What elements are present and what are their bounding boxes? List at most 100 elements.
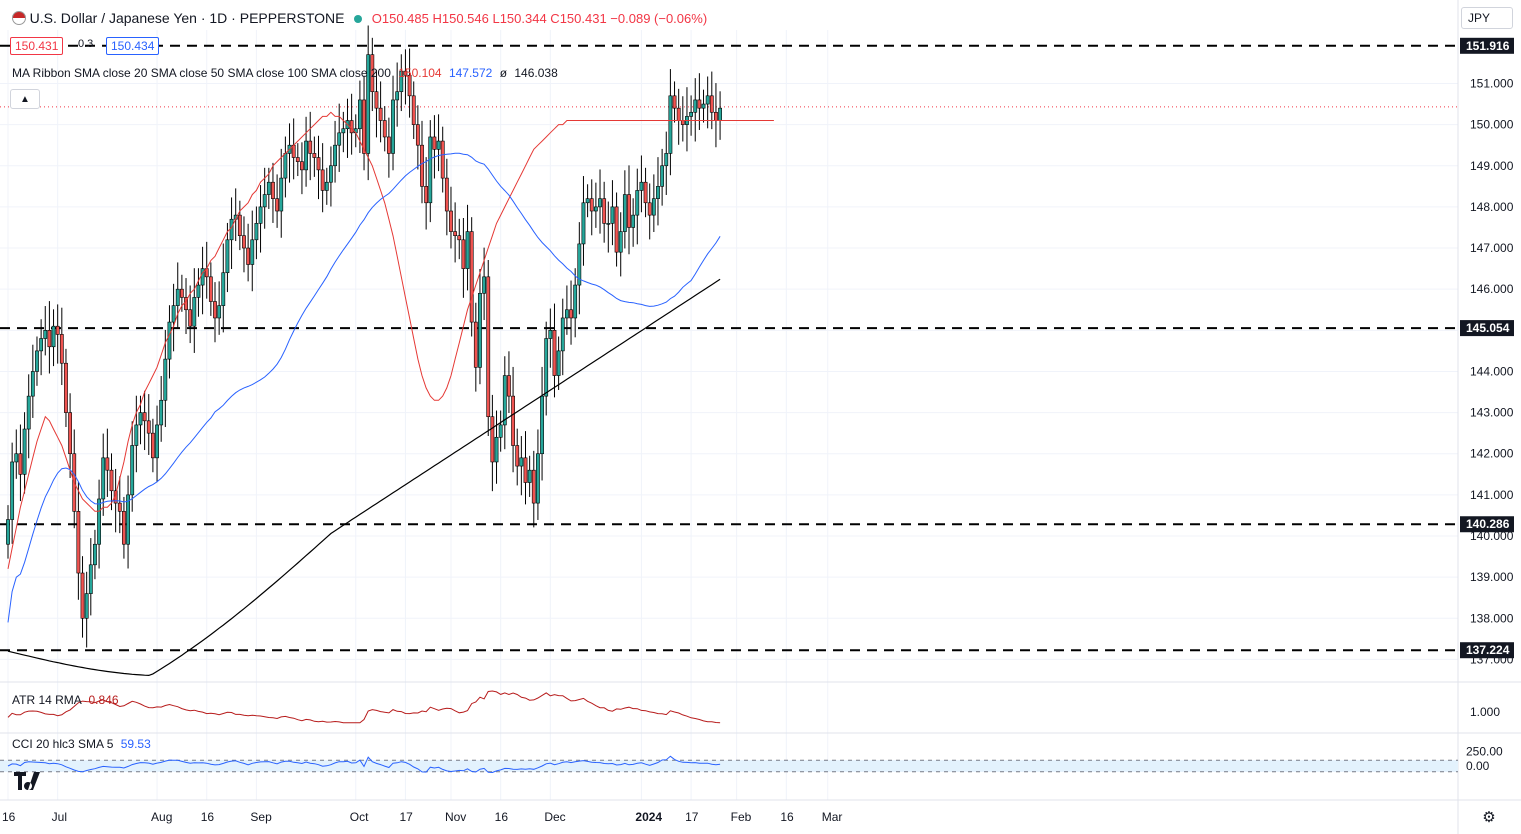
candle-body [179, 288, 184, 298]
candle-body [283, 153, 288, 179]
candle-body [300, 161, 304, 171]
price-tick-label: 151.000 [1470, 76, 1514, 90]
candle-body [631, 214, 636, 228]
candle [589, 179, 594, 236]
candle [117, 476, 122, 534]
candle [18, 424, 23, 502]
candle [101, 433, 106, 516]
candle [486, 259, 491, 437]
candle [320, 143, 325, 213]
candle [527, 455, 532, 497]
candle-body [705, 95, 710, 105]
candle [519, 436, 524, 496]
candle-body [531, 469, 536, 504]
candle [134, 395, 139, 473]
ask-price[interactable]: 150.434 [106, 37, 160, 55]
candle [64, 348, 68, 427]
candle [399, 54, 404, 112]
candle [258, 185, 263, 253]
level-price-label: 137.224 [1466, 643, 1510, 657]
candle [428, 120, 433, 223]
candle [97, 479, 101, 569]
time-tick-label: Sep [250, 810, 272, 824]
candle-body [643, 181, 648, 204]
collapse-legend-button[interactable]: ▲ [10, 89, 40, 109]
symbol-title[interactable]: U.S. Dollar / Japanese Yen · 1D · PEPPER… [29, 10, 345, 26]
candle [88, 538, 93, 616]
candle [564, 285, 569, 335]
candle-body [308, 140, 313, 154]
candle [163, 329, 168, 427]
candle [105, 428, 110, 497]
candle-body [242, 235, 246, 249]
atr-label: ATR 14 RMA [12, 693, 82, 707]
candle-body [93, 543, 97, 566]
candle [275, 174, 280, 228]
cci-value: 59.53 [120, 737, 151, 751]
candle [55, 304, 60, 364]
candle-body [208, 276, 213, 302]
candle [465, 204, 470, 291]
candle-body [126, 494, 130, 545]
candle-body [366, 54, 371, 154]
candle [386, 117, 391, 178]
candle [287, 123, 292, 183]
candle [279, 148, 284, 238]
candle [68, 393, 73, 479]
candle [146, 394, 151, 455]
candle-body [101, 457, 106, 500]
candle-body [622, 194, 627, 232]
candle [453, 202, 458, 263]
time-tick-label: 17 [685, 810, 699, 824]
candle [221, 243, 226, 333]
candle-body [324, 181, 329, 191]
currency-button[interactable]: JPY [1461, 7, 1513, 29]
candle-body [473, 321, 478, 368]
ma-sep: ø [499, 66, 508, 80]
candle [602, 181, 607, 243]
candle-body [221, 272, 226, 306]
candle-body [213, 301, 217, 319]
level-price-label: 145.054 [1466, 321, 1510, 335]
candle-body [333, 144, 337, 167]
candle [415, 105, 420, 170]
candle-body [457, 235, 462, 241]
candle-body [672, 95, 677, 109]
bid-price[interactable]: 150.431 [10, 37, 64, 55]
candle-body [329, 165, 333, 183]
candle-body [548, 330, 553, 339]
candle [217, 281, 222, 335]
currency-label: JPY [1468, 11, 1491, 25]
candle [395, 62, 400, 127]
candle [151, 418, 155, 473]
candle [424, 157, 429, 230]
candle [490, 394, 495, 492]
candle-body [109, 469, 114, 492]
candle-body [519, 457, 524, 467]
candle [93, 529, 97, 580]
candle [242, 216, 246, 273]
level-price-tag [1460, 320, 1514, 337]
candle [35, 336, 39, 386]
candle [498, 410, 503, 452]
candle-body [449, 210, 453, 232]
candle-body [589, 198, 594, 212]
candle-body [266, 181, 271, 195]
candle [581, 176, 586, 266]
atr-line [7, 690, 721, 724]
settings-button[interactable]: ⚙ [1478, 806, 1500, 828]
candle [544, 321, 549, 416]
candle [718, 91, 722, 140]
price-tick-label: 144.000 [1470, 364, 1514, 378]
candle [378, 81, 383, 143]
candle-body [316, 157, 321, 171]
candle-body [55, 325, 60, 335]
candle [26, 374, 31, 459]
candle-body [399, 70, 404, 93]
candle [59, 307, 64, 386]
candle [436, 114, 441, 172]
candle-body [598, 198, 602, 208]
candle-body [660, 165, 665, 187]
time-axis: 16 Jul Aug 16 Sep Oct 17 Nov 16 Dec 2024 17 Feb 16 Mar [2, 810, 842, 824]
